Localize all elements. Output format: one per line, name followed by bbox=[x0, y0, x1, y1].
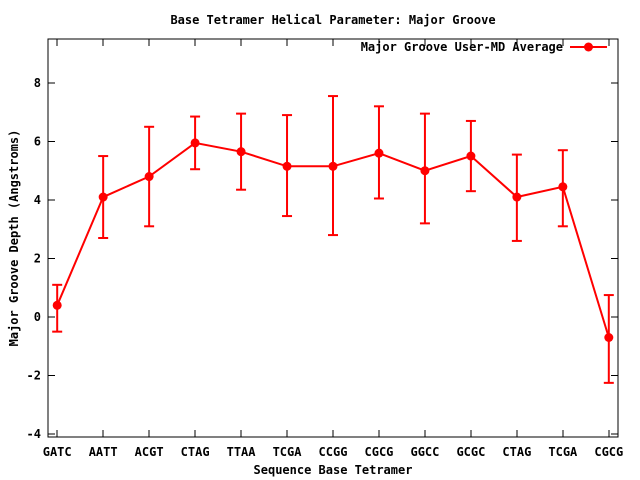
x-tick-label: TCGA bbox=[548, 445, 578, 459]
legend: Major Groove User-MD Average bbox=[361, 40, 607, 54]
x-tick-label: CTAG bbox=[181, 445, 210, 459]
legend-label: Major Groove User-MD Average bbox=[360, 40, 563, 54]
data-point bbox=[420, 166, 430, 176]
data-point bbox=[374, 148, 384, 158]
chart-title: Base Tetramer Helical Parameter: Major G… bbox=[170, 13, 496, 27]
data-point bbox=[466, 151, 476, 161]
x-tick-label: TTAA bbox=[227, 445, 257, 459]
y-tick-label: 2 bbox=[34, 251, 41, 265]
x-tick-label: GATC bbox=[43, 445, 72, 459]
x-tick-label: AATT bbox=[89, 445, 118, 459]
data-point bbox=[558, 182, 568, 192]
data-point bbox=[604, 333, 614, 342]
legend-line-marker-icon bbox=[570, 42, 607, 52]
y-tick-label: -4 bbox=[27, 427, 41, 441]
x-tick-label: CGCG bbox=[594, 445, 623, 459]
x-tick-label: CTAG bbox=[502, 445, 531, 459]
y-tick-label: 0 bbox=[34, 310, 41, 324]
y-tick-label: 6 bbox=[34, 134, 41, 148]
x-tick-label: GCGC bbox=[456, 445, 485, 459]
x-tick-label: CCGG bbox=[319, 445, 348, 459]
data-point bbox=[236, 147, 246, 157]
data-point bbox=[512, 192, 522, 202]
y-tick-label: -2 bbox=[27, 369, 41, 383]
data-point bbox=[190, 138, 200, 148]
data-point bbox=[144, 172, 154, 182]
data-point bbox=[98, 192, 108, 202]
x-tick-label: GGCC bbox=[410, 445, 439, 459]
x-tick-label: CGCG bbox=[365, 445, 394, 459]
data-point bbox=[328, 161, 338, 171]
x-tick-label: TCGA bbox=[273, 445, 303, 459]
x-axis-label: Sequence Base Tetramer bbox=[253, 463, 413, 477]
data-point bbox=[282, 161, 292, 171]
y-tick-label: 4 bbox=[34, 193, 41, 207]
data-point bbox=[52, 300, 62, 310]
y-tick-label: 8 bbox=[34, 76, 41, 90]
x-tick-label: ACGT bbox=[135, 445, 164, 459]
